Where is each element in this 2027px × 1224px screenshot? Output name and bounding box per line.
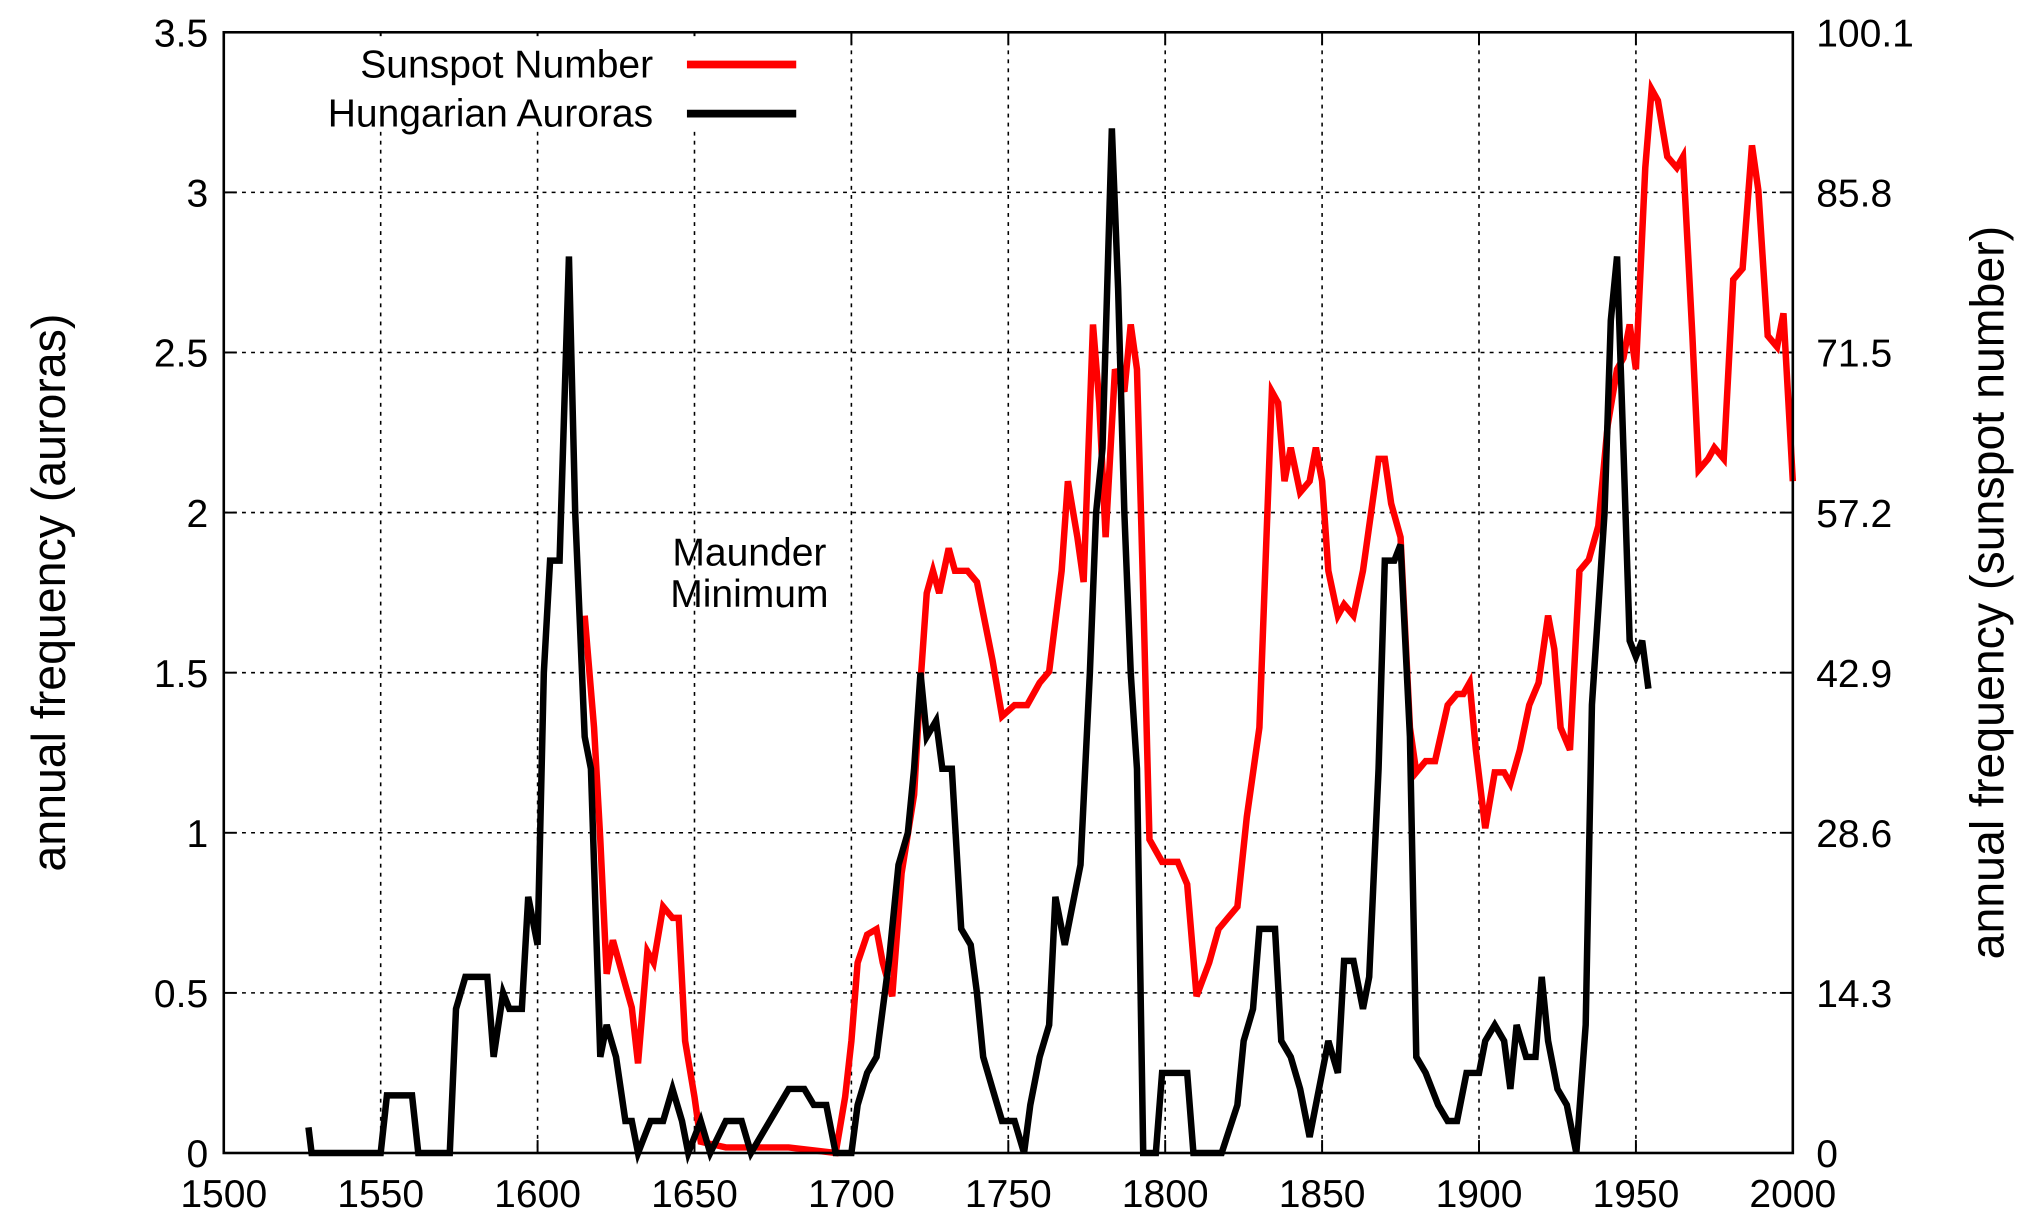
y2-tick-label: 14.3	[1816, 973, 1892, 1016]
y2-tick-label: 42.9	[1816, 653, 1892, 696]
y-tick-label: 0.5	[154, 973, 208, 1016]
plot-frame	[222, 30, 1795, 1155]
x-tick-label: 1550	[337, 1173, 424, 1216]
y-tick-label: 1	[186, 813, 208, 856]
x-tick-label: 1900	[1436, 1173, 1523, 1216]
y-tick-label: 2	[186, 493, 208, 536]
legend-bg	[234, 36, 807, 83]
y2-tick-label: 57.2	[1816, 493, 1892, 536]
y2-tick-label: 85.8	[1816, 173, 1892, 216]
y-tick-label: 3.5	[154, 13, 208, 56]
legend-bg	[234, 85, 807, 132]
y-axis-label: annual frequency (auroras)	[23, 314, 75, 872]
annotation: Minimum	[670, 573, 828, 616]
y-tick-label: 0	[186, 1133, 208, 1176]
y2-tick-label: 28.6	[1816, 813, 1892, 856]
y-tick-label: 2.5	[154, 333, 208, 376]
y-tick-label: 3	[186, 173, 208, 216]
legend-label: Hungarian Auroras	[328, 93, 653, 136]
y2-tick-label: 100.1	[1816, 13, 1914, 56]
series-line	[305, 128, 1652, 1165]
x-tick-label: 1650	[651, 1173, 738, 1216]
x-tick-label: 1850	[1279, 1173, 1366, 1216]
x-tick-label: 1600	[494, 1173, 581, 1216]
legend-label: Sunspot Number	[360, 44, 653, 87]
x-tick-label: 2000	[1749, 1173, 1836, 1216]
x-tick-label: 1700	[808, 1173, 895, 1216]
x-tick-label: 1750	[965, 1173, 1052, 1216]
x-tick-label: 1500	[180, 1173, 267, 1216]
y2-tick-label: 0	[1816, 1133, 1838, 1176]
x-tick-label: 1950	[1593, 1173, 1680, 1216]
x-tick-label: 1800	[1122, 1173, 1209, 1216]
y2-tick-label: 71.5	[1816, 333, 1892, 376]
y2-axis-label: annual frequency (sunspot number)	[1961, 226, 2013, 960]
y-tick-label: 1.5	[154, 653, 208, 696]
annotation: Maunder	[672, 532, 826, 575]
